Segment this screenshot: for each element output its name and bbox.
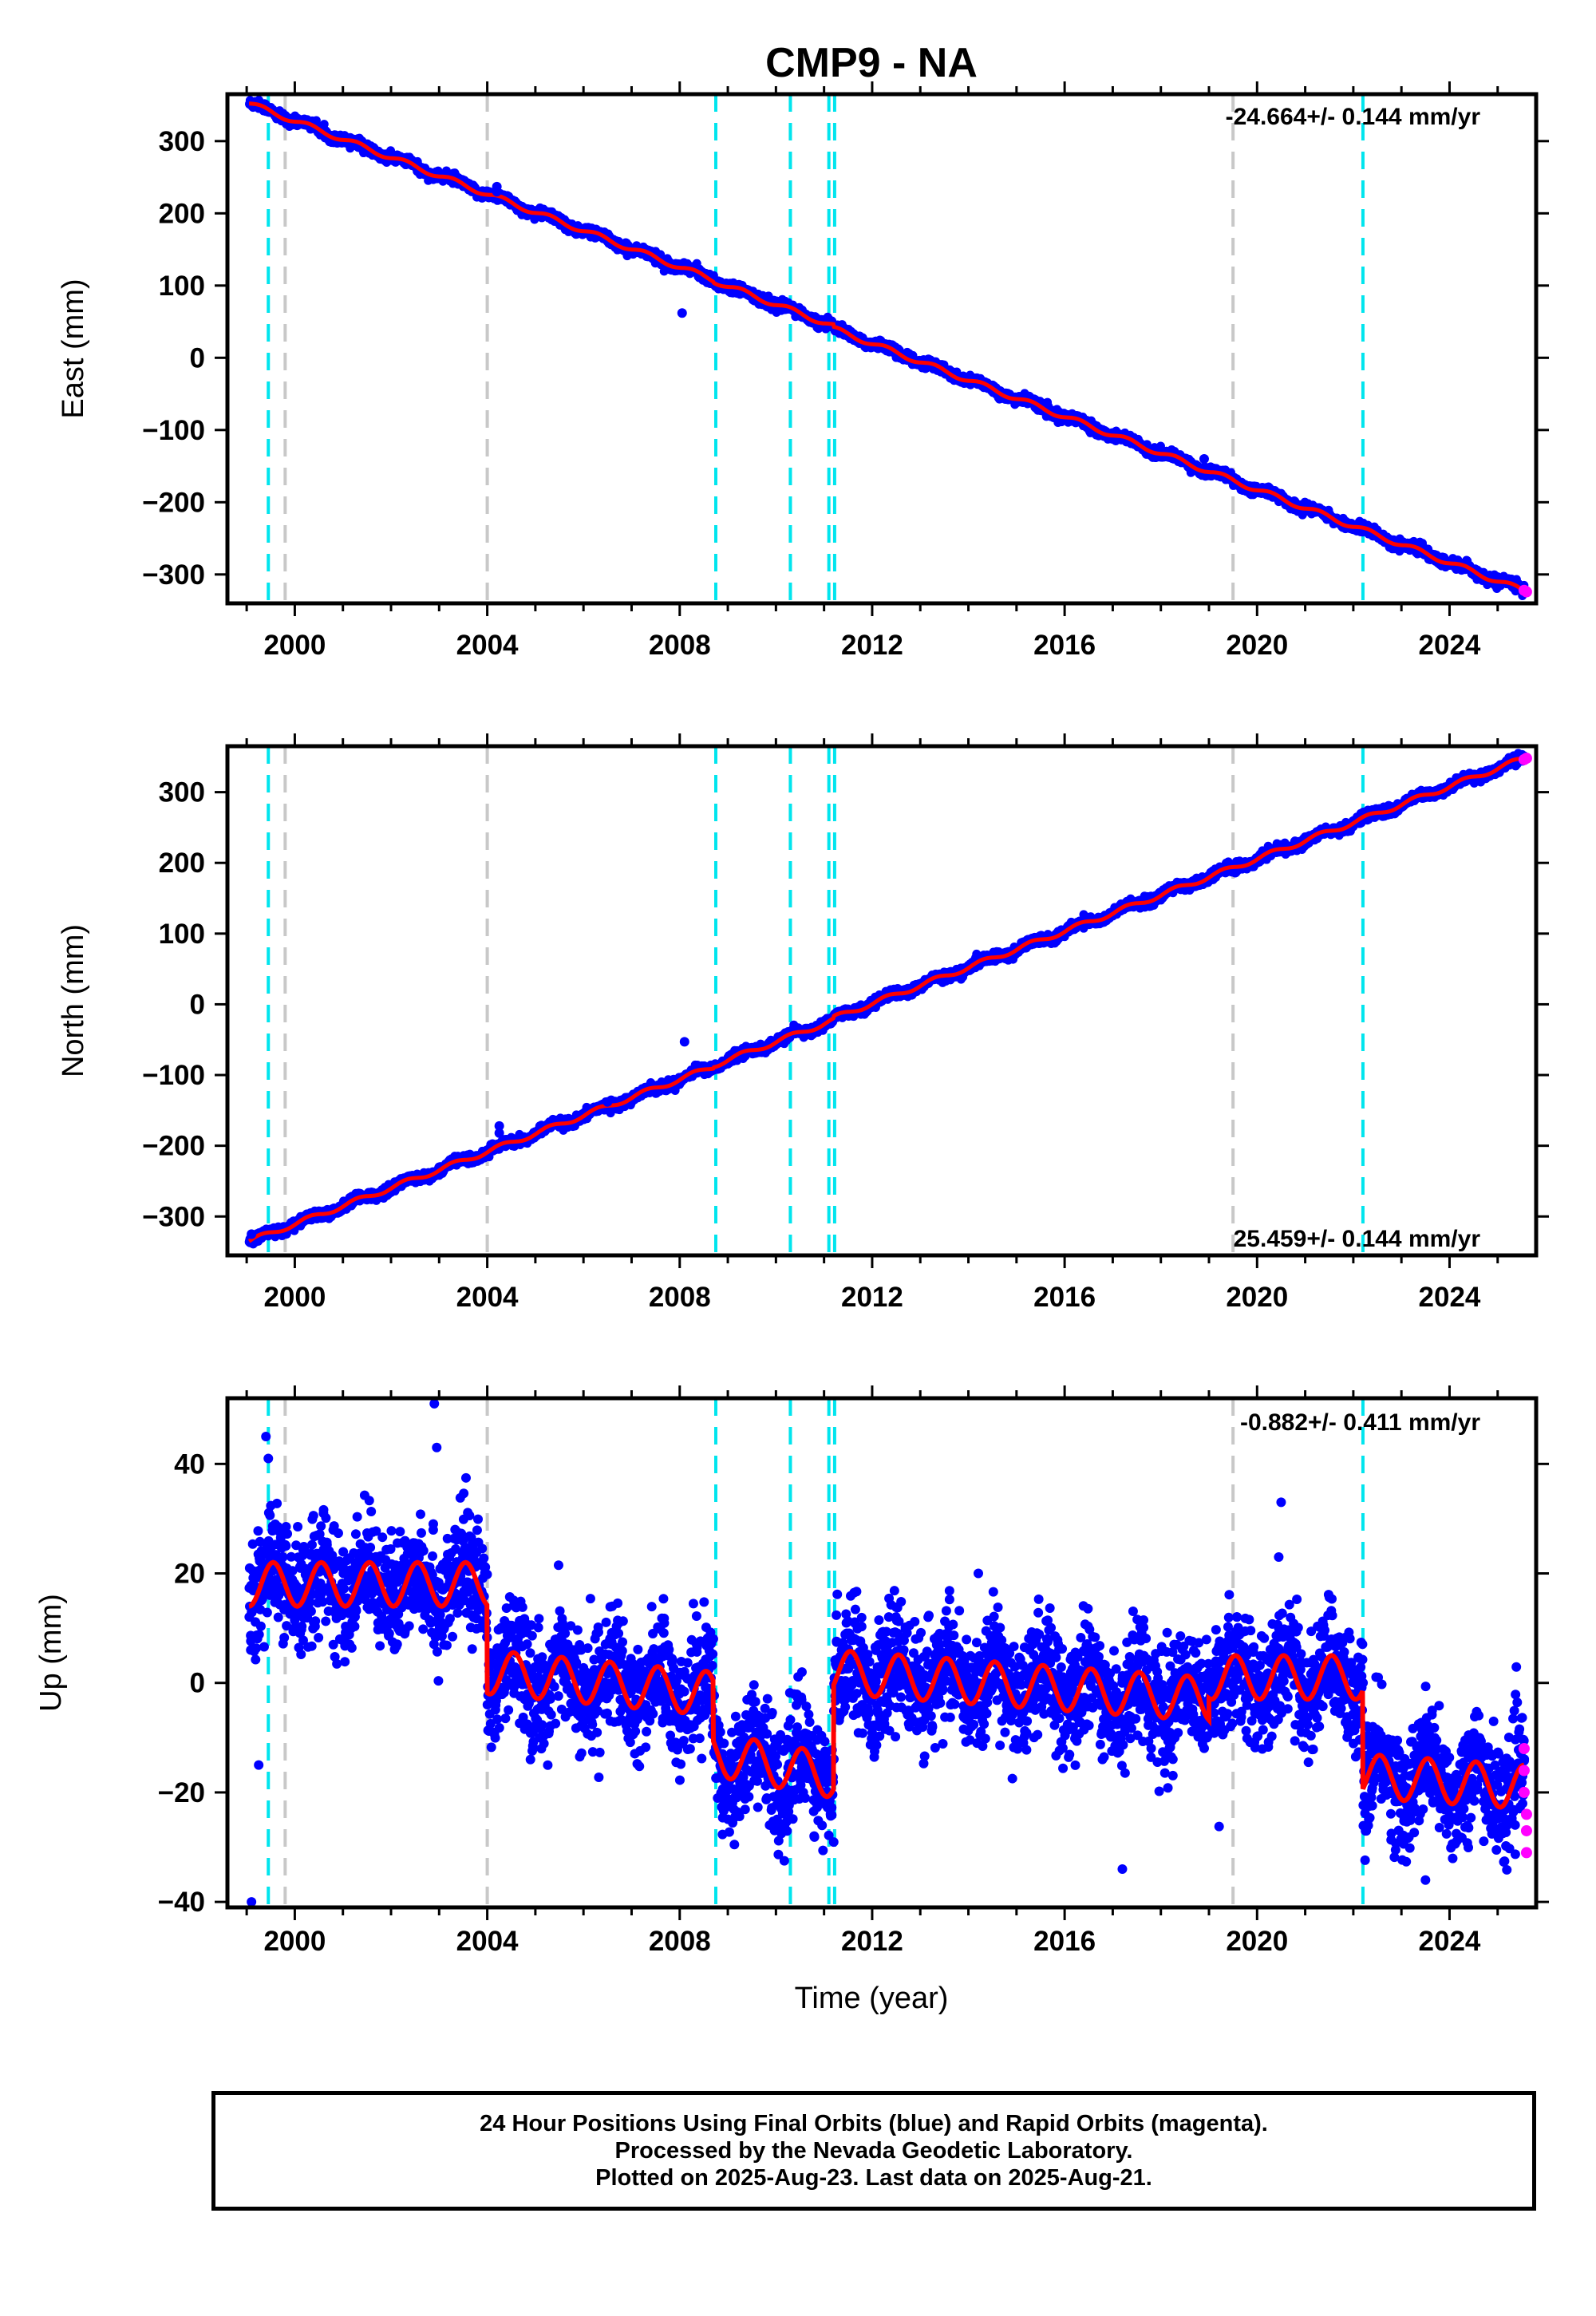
rapid-orbit-point (1520, 586, 1532, 598)
y-tick-label: 100 (159, 271, 205, 302)
y-tick-label: −100 (142, 415, 205, 446)
x-tick-label: 2020 (1226, 630, 1288, 661)
north-panel: 2000 2004 2008 2012 2016 2020 2024−300−200−100… (57, 733, 1549, 1313)
outlier-point (1199, 454, 1209, 464)
x-tick-label: 2012 (841, 630, 903, 661)
y-tick-label: 300 (159, 126, 205, 157)
x-tick-label: 2004 (456, 630, 519, 661)
y-tick-label: 200 (159, 198, 205, 229)
x-tick-label: 2000 (263, 630, 326, 661)
y-tick-label: −300 (142, 559, 205, 591)
y-tick-label: 0 (190, 342, 205, 373)
east-plot-area (245, 94, 1532, 603)
north-plot-area (244, 746, 1532, 1255)
east-model-fit-line (249, 101, 1526, 593)
x-tick-label: 2024 (1419, 630, 1481, 661)
x-tick-label: 2016 (1033, 630, 1096, 661)
east-y-axis-label: East (mm) (57, 279, 90, 418)
outlier-point (492, 187, 502, 197)
final-orbit-point (319, 120, 329, 129)
east-rate-label: -24.664+/- 0.144 mm/yr (1226, 104, 1481, 130)
outlier-point (677, 308, 687, 318)
y-tick-label: −200 (142, 487, 205, 518)
east-panel: 2000 2004 2008 2012 2016 2020 2024−300−200−100… (57, 81, 1549, 661)
figure-title: CMP9 - NA (765, 40, 978, 86)
x-tick-label: 2008 (649, 630, 711, 661)
